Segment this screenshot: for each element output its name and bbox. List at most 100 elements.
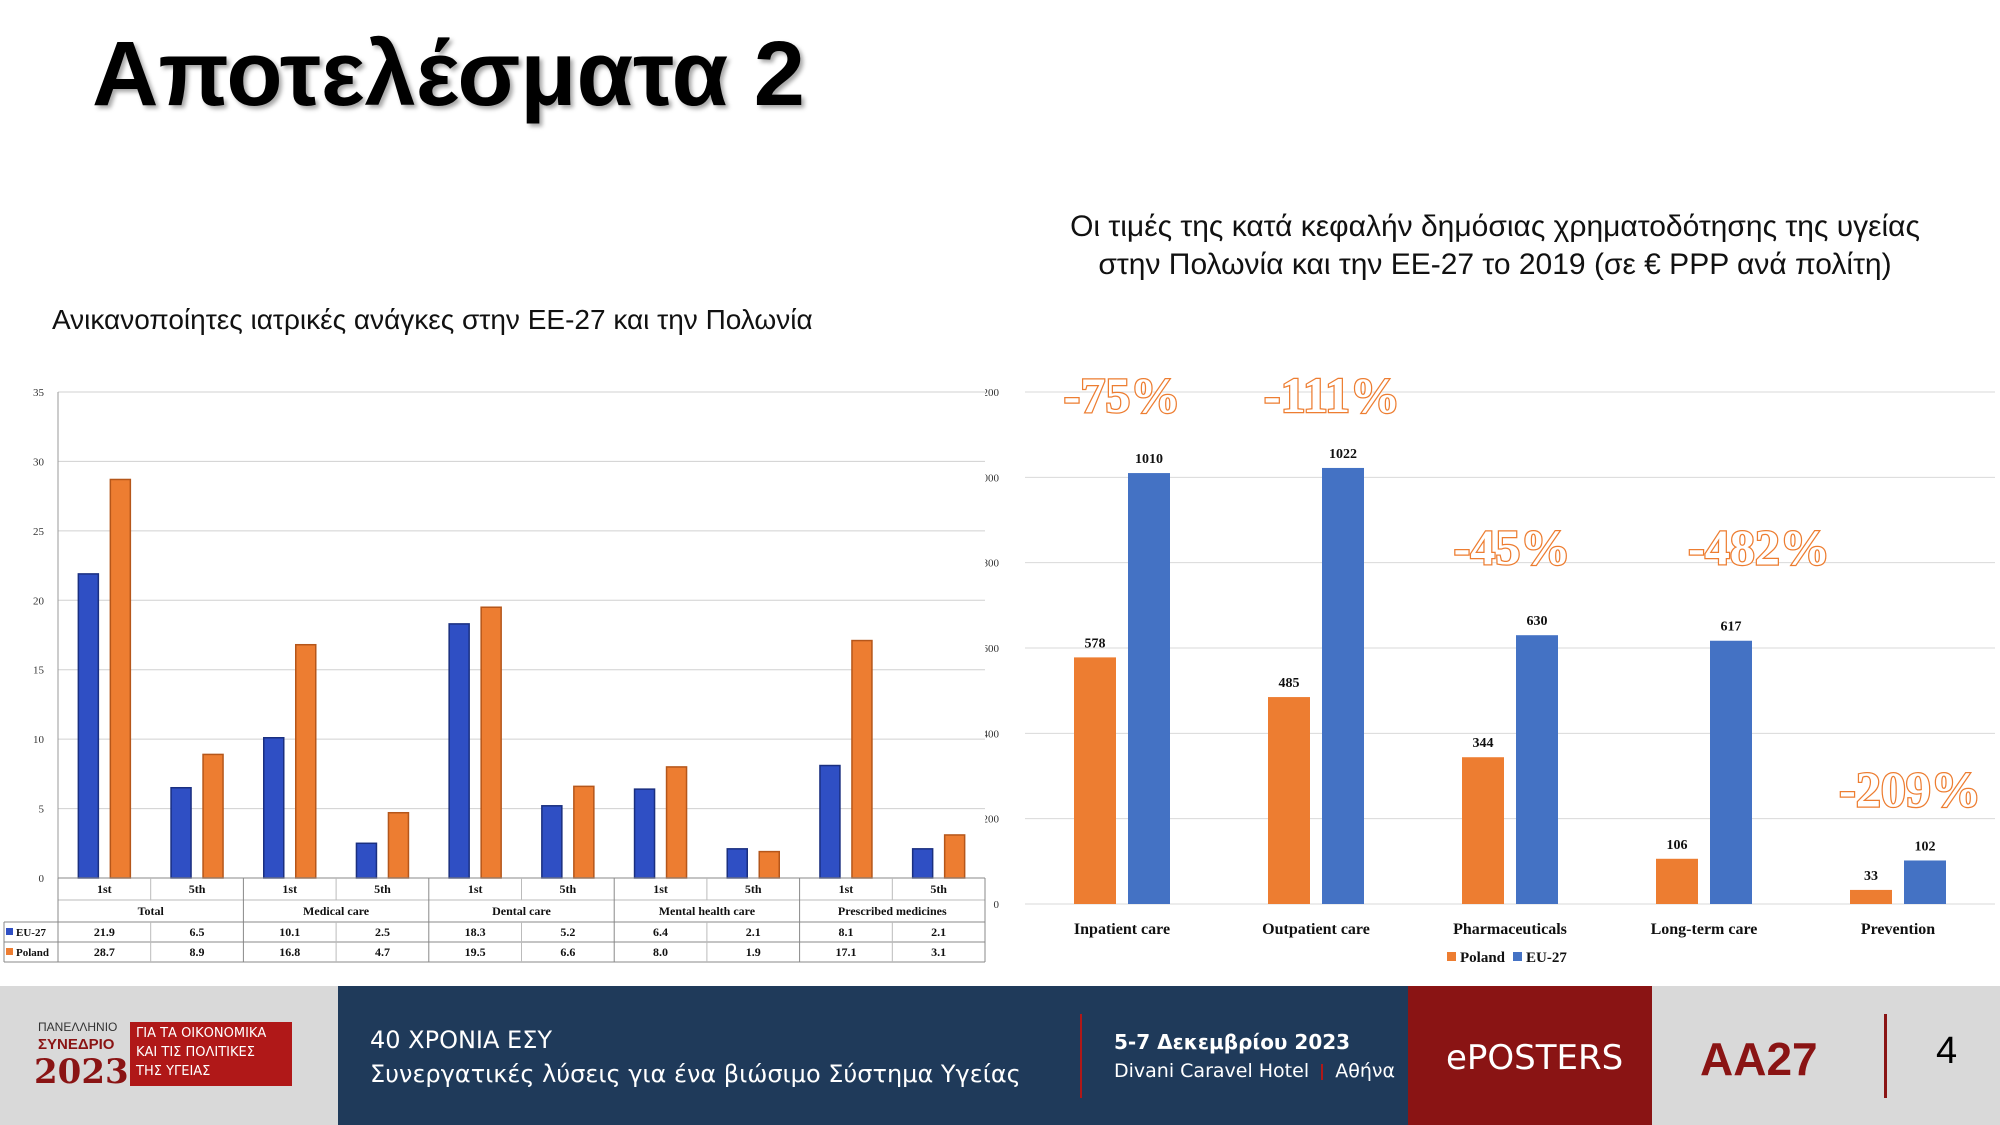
x-tick-label: 1st	[282, 882, 297, 896]
bar-poland	[202, 753, 224, 879]
table-value-eu27: 2.1	[931, 925, 946, 939]
table-value-poland: 4.7	[375, 945, 390, 959]
legend-label-poland: Poland	[1460, 950, 1506, 966]
table-value-eu27: 2.1	[746, 925, 761, 939]
bar-poland	[758, 850, 780, 879]
percent-difference-label: -111%	[1264, 370, 1400, 423]
bar-eu27	[1904, 860, 1946, 904]
bar-eu27	[541, 805, 563, 879]
x-tick-label: Long-term care	[1651, 921, 1758, 938]
logo-year: 2023	[34, 1052, 129, 1092]
venue-city: Αθήνα	[1335, 1060, 1396, 1082]
group-label: Dental care	[492, 904, 551, 918]
group-label: Prescribed medicines	[838, 904, 947, 918]
unmet-needs-chart: 0 5 10 15 20 25 30 35 1st 21.9 28.7 5th 6.5 8.9 1st 10.…	[3, 387, 986, 963]
data-label-eu27: 1010	[1135, 452, 1163, 467]
table-value-poland: 28.7	[94, 945, 115, 959]
venue-name: Divani Caravel Hotel	[1114, 1060, 1310, 1082]
percent-difference-label: -209%	[1839, 761, 1981, 817]
footer-divider	[1080, 1014, 1082, 1098]
y-tick-label: 600	[985, 643, 1000, 655]
y-tick-label: 800	[985, 558, 1000, 570]
bar-eu27	[819, 764, 841, 879]
table-value-poland: 6.6	[560, 945, 575, 959]
x-tick-label: Inpatient care	[1074, 921, 1170, 938]
page-number: 4	[1936, 1030, 1958, 1072]
table-value-poland: 1.9	[746, 945, 761, 959]
bar-eu27	[911, 848, 934, 879]
bar-poland	[480, 606, 502, 879]
table-value-eu27: 8.1	[838, 925, 853, 939]
bar-eu27	[1710, 640, 1752, 904]
table-value-eu27: 5.2	[560, 925, 575, 939]
bar-poland	[295, 643, 317, 879]
data-label-eu27: 617	[1721, 620, 1742, 635]
public-funding-chart: 0 200 400 600 800 1000 1200 578 1010 Inpatient ca…	[985, 370, 1995, 966]
legend-swatch-eu27	[6, 928, 13, 935]
chart2-title: Οι τιμές της κατά κεφαλήν δημόσιας χρημα…	[1070, 210, 1920, 281]
data-label-poland: 33	[1864, 869, 1878, 884]
logo-red-box: ΓΙΑ ΤΑ ΟΙΚΟΝΟΜΙΚΑ ΚΑΙ ΤΙΣ ΠΟΛΙΤΙΚΕΣ ΤΗΣ …	[130, 1022, 292, 1086]
group-label: Mental health care	[659, 904, 756, 918]
y-tick-label: 0	[994, 899, 1000, 911]
bar-poland	[573, 785, 595, 879]
logo-box-line3: ΤΗΣ ΥΓΕΙΑΣ	[136, 1064, 211, 1079]
bar-eu27	[77, 573, 100, 879]
y-tick-label: 1200	[985, 387, 1000, 399]
percent-difference-label: -482%	[1688, 519, 1830, 575]
legend-label-poland: Poland	[16, 947, 49, 959]
bar-eu27	[448, 623, 470, 879]
x-tick-label: 1st	[97, 882, 112, 896]
code-divider	[1884, 1014, 1887, 1098]
legend-label-eu27: EU-27	[1526, 950, 1567, 966]
bar-poland	[109, 478, 132, 879]
event-venue: Divani Caravel Hotel Αθήνα	[1114, 1060, 1395, 1082]
table-value-eu27: 18.3	[465, 925, 486, 939]
bar-eu27	[726, 848, 748, 879]
x-tick-label: 5th	[189, 882, 206, 896]
y-tick-label: 15	[33, 665, 45, 677]
page-title: Αποτελέσματα 2	[92, 23, 805, 125]
y-tick-label: 10	[33, 734, 45, 746]
footer-eposters-panel: ePOSTERS	[1408, 986, 1652, 1125]
legend-swatch-eu27	[1513, 952, 1522, 961]
table-value-eu27: 6.4	[653, 925, 668, 939]
x-tick-label: 5th	[374, 882, 391, 896]
footer-headline2: Συνεργατικές λύσεις για ένα βιώσιμο Σύστ…	[370, 1060, 1021, 1088]
bar-poland	[665, 766, 688, 879]
table-value-eu27: 2.5	[375, 925, 390, 939]
bar-poland	[1074, 657, 1116, 904]
percent-difference-label: -45%	[1454, 519, 1571, 575]
venue-separator	[1321, 1063, 1324, 1080]
data-label-poland: 578	[1085, 636, 1106, 651]
bar-eu27	[1128, 473, 1170, 904]
footer-banner: ΠΑΝΕΛΛΗΝΙΟ ΣΥΝΕΔΡΙΟ 2023 ΓΙΑ ΤΑ ΟΙΚΟΝΟΜΙ…	[0, 986, 2000, 1125]
table-value-eu27: 6.5	[190, 925, 205, 939]
data-label-poland: 106	[1667, 838, 1688, 853]
logo-box-line1: ΓΙΑ ΤΑ ΟΙΚΟΝΟΜΙΚΑ	[136, 1026, 267, 1041]
bar-eu27	[1322, 467, 1364, 904]
bar-eu27	[1516, 635, 1558, 904]
y-tick-label: 20	[33, 595, 45, 607]
x-tick-label: Prevention	[1861, 921, 1935, 938]
y-tick-label: 1000	[985, 472, 1000, 484]
group-label: Medical care	[303, 904, 370, 918]
percent-difference-label: -75%	[1064, 370, 1181, 423]
data-label-eu27: 102	[1915, 839, 1936, 854]
table-value-poland: 17.1	[835, 945, 856, 959]
footer-code-panel: ΑΑ27 4	[1652, 986, 2000, 1125]
x-tick-label: Pharmaceuticals	[1453, 921, 1567, 938]
data-label-poland: 485	[1279, 676, 1300, 691]
bar-poland	[1850, 889, 1892, 904]
x-tick-label: 5th	[930, 882, 947, 896]
bar-poland	[1268, 697, 1310, 904]
bar-poland	[1656, 858, 1698, 904]
x-tick-label: 1st	[839, 882, 854, 896]
bar-poland	[1462, 757, 1504, 904]
y-tick-label: 5	[39, 804, 45, 816]
y-tick-label: 30	[33, 456, 45, 468]
table-value-poland: 8.9	[190, 945, 205, 959]
logo-line2: ΣΥΝΕΔΡΙΟ	[38, 1036, 115, 1053]
logo-line1: ΠΑΝΕΛΛΗΝΙΟ	[38, 1020, 118, 1034]
table-value-poland: 8.0	[653, 945, 668, 959]
